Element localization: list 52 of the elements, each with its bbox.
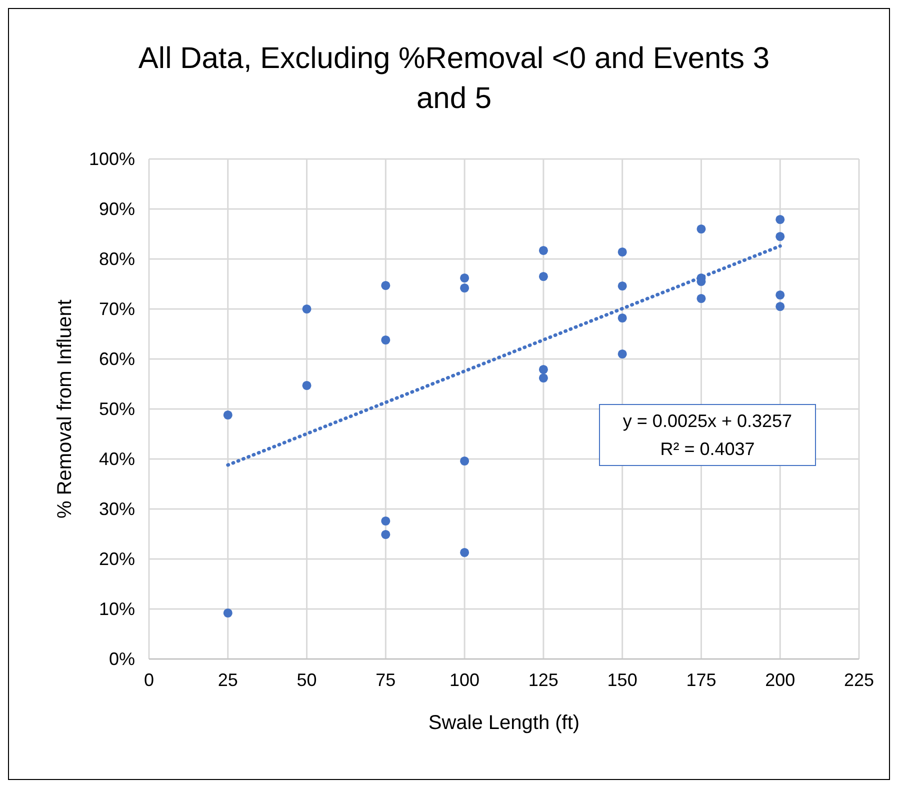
point (460, 548, 470, 558)
point (538, 272, 548, 282)
y-tick-label: 10% (98, 599, 135, 619)
x-tick-label: 125 (528, 670, 558, 690)
annotation: y = 0.0025x + 0.3257 (622, 410, 794, 433)
point (223, 410, 232, 420)
chart-title: All Data, Excluding %Removal <0 and Events 3 and 5 (137, 41, 771, 117)
point (381, 530, 390, 540)
x-tick-label: 25 (218, 670, 238, 690)
point (618, 349, 627, 359)
point (460, 456, 470, 466)
point (776, 232, 785, 242)
point (302, 304, 312, 314)
y-tick-label: 40% (98, 449, 135, 469)
x-axis-title: Swale Length (ft) (428, 712, 580, 734)
point (460, 273, 470, 283)
point (538, 364, 548, 374)
point (618, 247, 627, 257)
x-tick-label: 75 (376, 670, 396, 690)
point (538, 246, 548, 256)
point (696, 224, 706, 234)
point (223, 608, 232, 618)
y-tick-label: 80% (98, 249, 135, 269)
x-tick-label: 150 (607, 670, 638, 690)
y-tick-label: 50% (98, 399, 135, 419)
x-tick-label: 100 (450, 670, 480, 690)
x-tick-label: 225 (844, 670, 874, 690)
point (618, 313, 627, 323)
x-tick-label: 0 (144, 670, 154, 690)
x-tick-label: 175 (686, 670, 716, 690)
point (776, 290, 785, 300)
y-tick-label: 0% (108, 649, 135, 669)
point (381, 335, 390, 345)
x-tick-label: 200 (765, 670, 796, 690)
point (302, 380, 312, 390)
x-tick-label: 50 (296, 670, 317, 690)
point (776, 214, 785, 224)
point (776, 302, 785, 312)
point (381, 516, 390, 526)
y-tick-label: 20% (98, 549, 135, 569)
point (618, 281, 627, 291)
y-tick-label: 90% (98, 199, 135, 219)
point (460, 283, 470, 293)
point (696, 294, 706, 304)
y-tick-label: 30% (98, 499, 135, 519)
annotation: R² = 0.4037 (659, 438, 756, 461)
y-tick-label: 60% (98, 349, 135, 369)
y-tick-label: 70% (98, 299, 135, 319)
y-tick-label: 100% (88, 149, 135, 169)
y-axis-title: % Removal from Influent (54, 299, 76, 518)
point (538, 373, 548, 383)
point (381, 280, 390, 290)
